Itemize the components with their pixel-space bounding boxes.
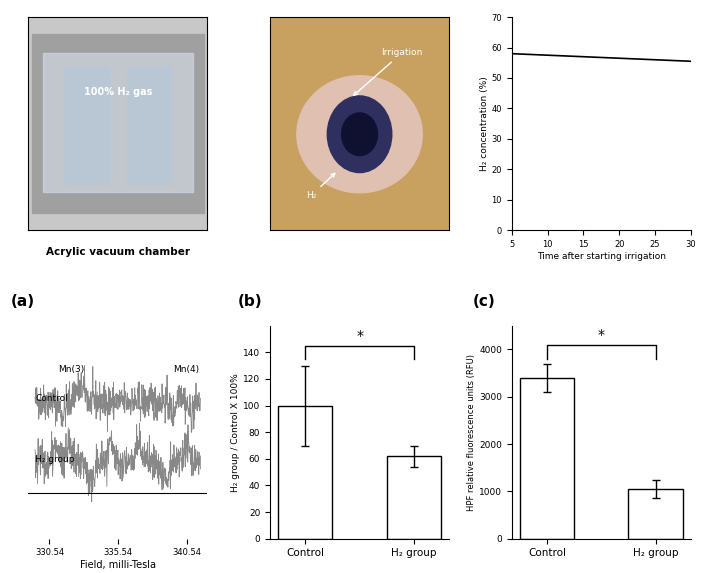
Text: (c): (c) [472,294,495,309]
Bar [628,489,682,539]
Bar [42,53,193,192]
X-axis label: Field, milli-Tesla: Field, milli-Tesla [80,560,156,570]
Text: 100% H₂ gas: 100% H₂ gas [84,87,152,97]
Bar [386,456,441,539]
Bar [278,406,333,539]
Circle shape [327,96,392,172]
Text: Irrigation: Irrigation [354,49,422,95]
Text: Mn(4): Mn(4) [173,366,199,374]
Ellipse shape [297,76,422,193]
Y-axis label: H₂ concentration (%): H₂ concentration (%) [479,76,489,171]
Text: Control: Control [35,394,68,403]
Text: (b): (b) [238,294,262,309]
Circle shape [342,113,377,155]
Text: (a): (a) [11,294,35,309]
Bar [32,34,204,213]
Text: Acrylic vacuum chamber: Acrylic vacuum chamber [46,247,190,257]
Bar [520,378,574,539]
Bar [64,66,109,183]
Bar [127,66,171,183]
Text: *: * [598,328,605,342]
X-axis label: Time after starting irrigation: Time after starting irrigation [537,252,666,261]
Text: *: * [356,329,363,343]
Text: H₂: H₂ [306,174,335,200]
Y-axis label: HPF relative fluorescence units (RFU): HPF relative fluorescence units (RFU) [467,354,477,511]
Text: H₂ group: H₂ group [35,455,75,464]
Y-axis label: H₂ group / Control X 100%: H₂ group / Control X 100% [231,373,240,492]
Text: Mn(3): Mn(3) [59,366,85,374]
